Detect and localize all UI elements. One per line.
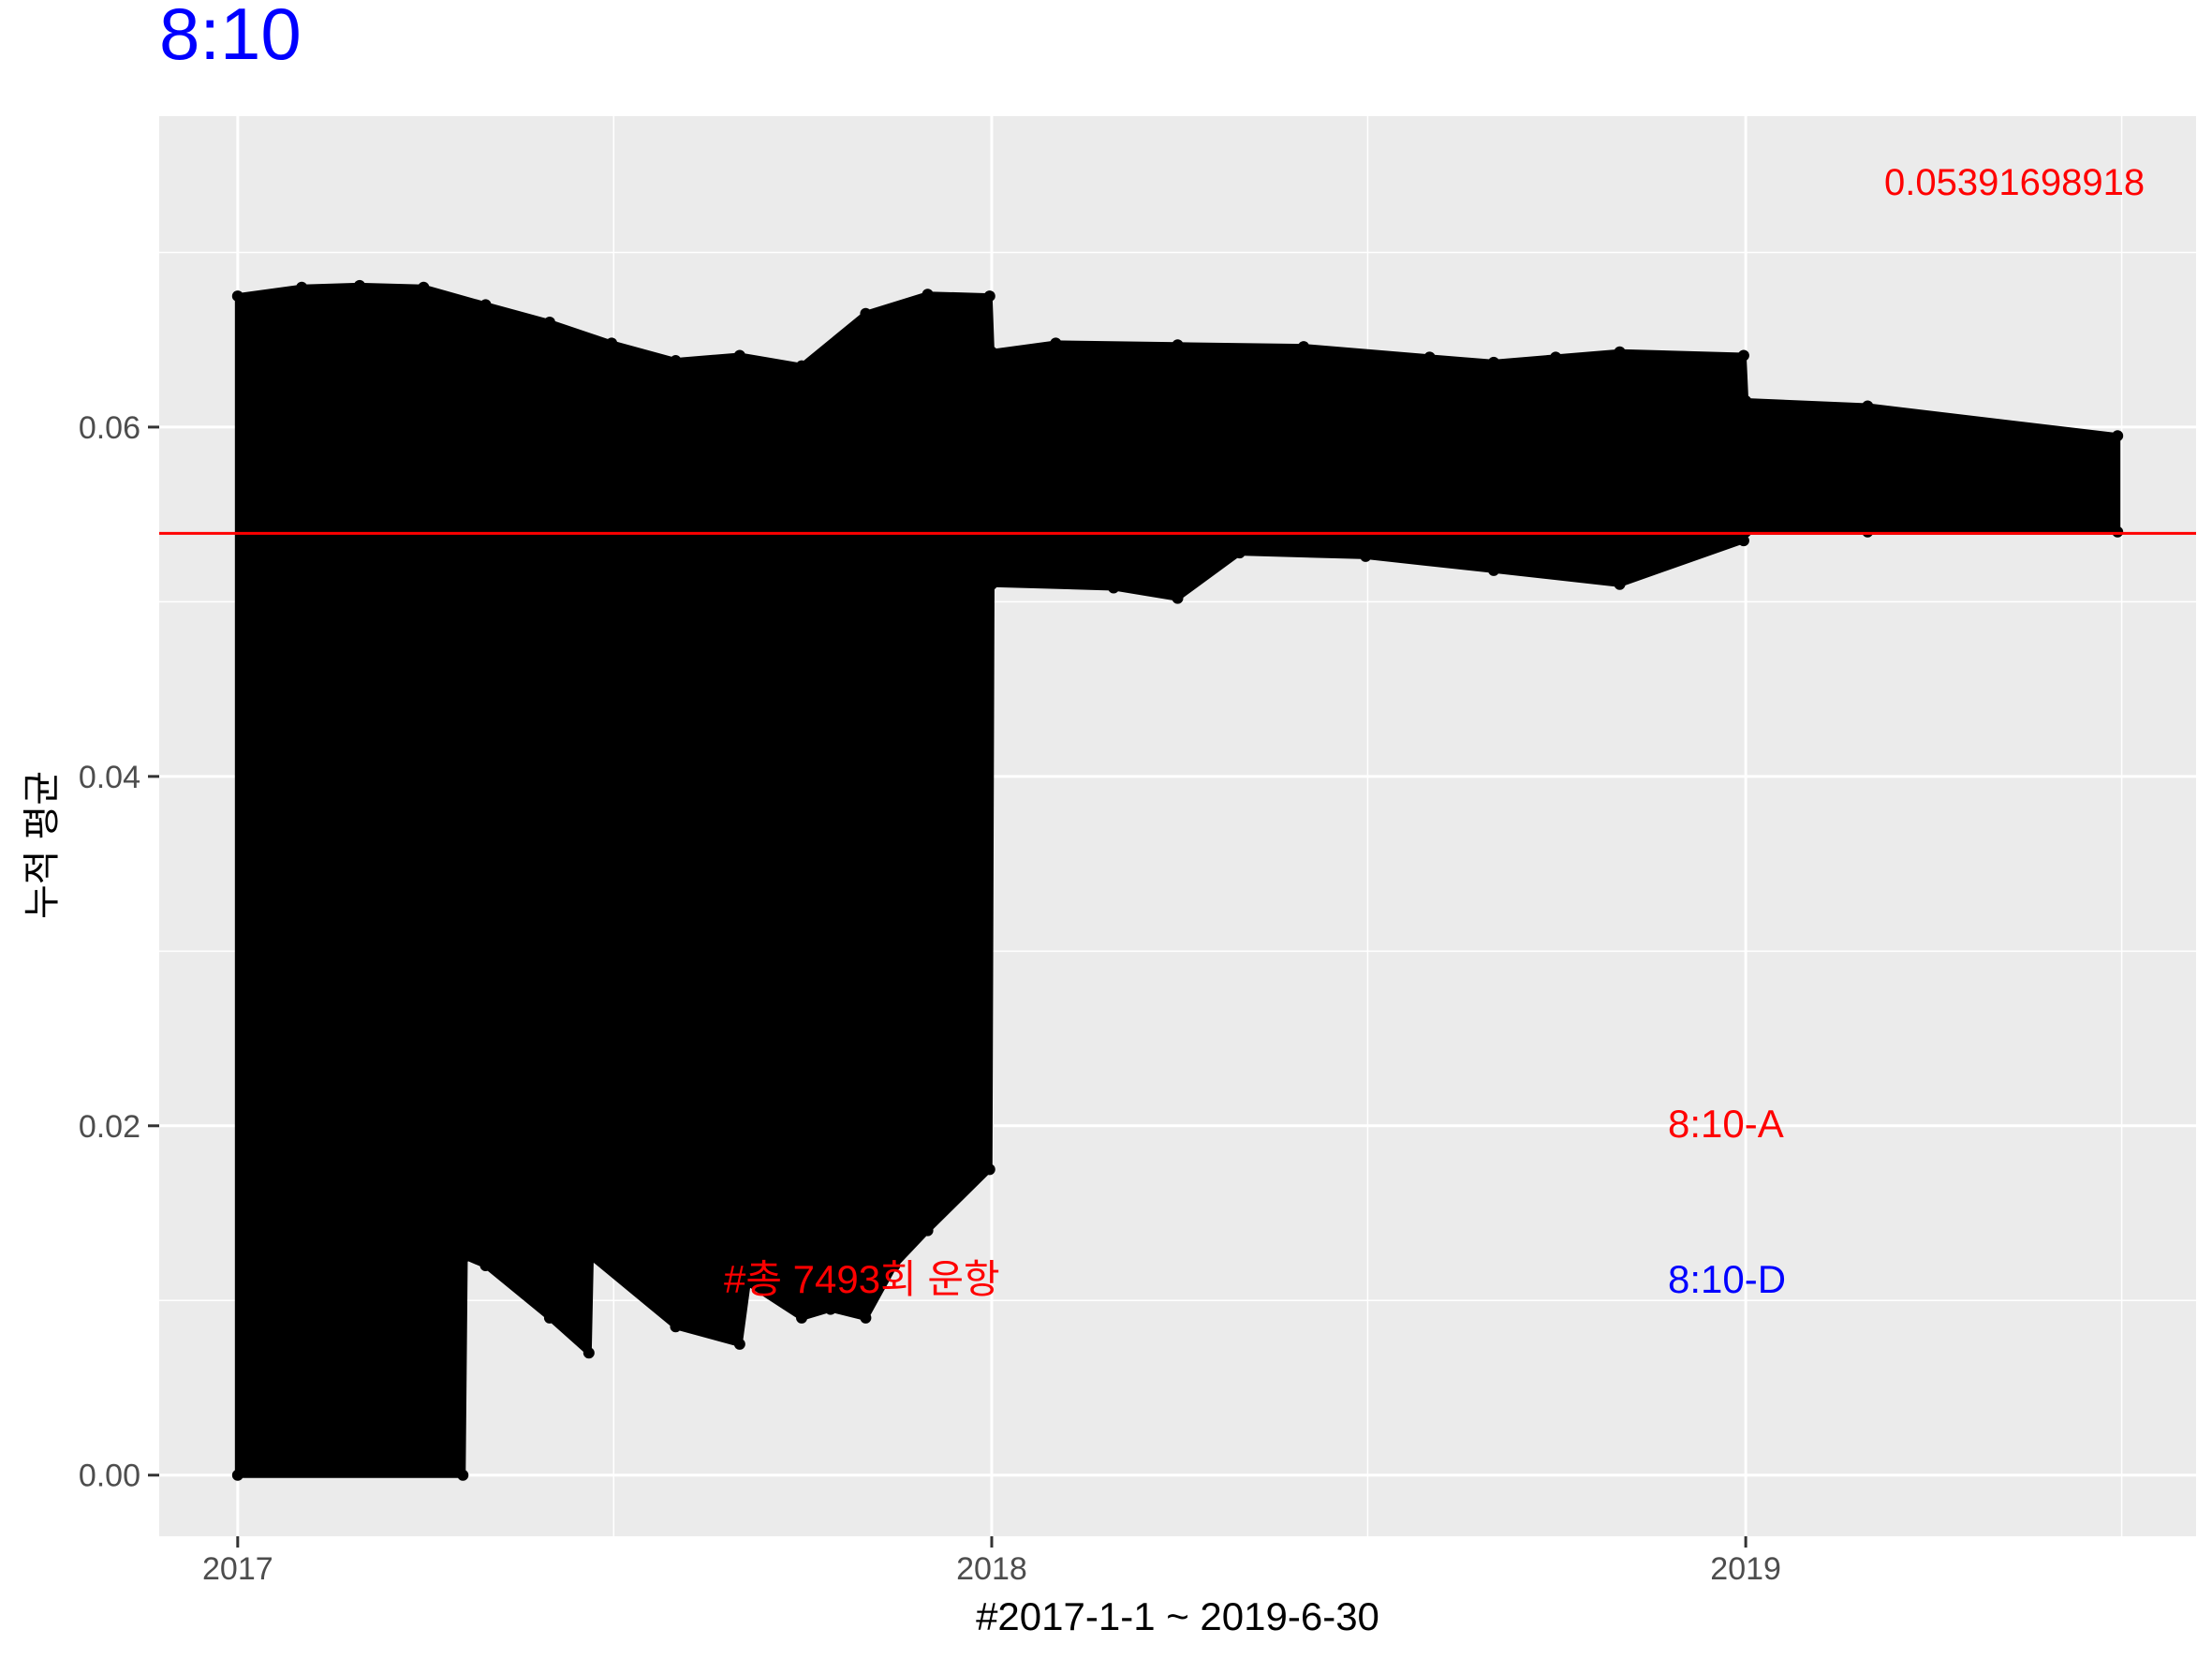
series-point: [585, 1251, 597, 1263]
series-point: [479, 299, 492, 311]
series-point: [1298, 341, 1310, 353]
series-point: [1488, 356, 1499, 368]
series-point: [860, 1311, 872, 1324]
reference-line-label: 0.05391698918: [1884, 162, 2145, 203]
series-point: [985, 346, 997, 358]
series-point: [922, 1224, 934, 1237]
y-tick-label: 0.06: [79, 410, 140, 446]
x-axis: 2017 2018 2019: [202, 1536, 1781, 1587]
series-point: [457, 1469, 469, 1481]
annotation-total-flights: #총 7493회 운항: [724, 1257, 1000, 1301]
series-point: [606, 337, 618, 349]
series-point: [1862, 526, 1874, 538]
series-point: [733, 349, 745, 362]
series-point: [983, 290, 995, 303]
series-point: [1740, 394, 1752, 407]
annotation-8-10-a: 8:10-A: [1668, 1102, 1784, 1146]
series-point: [1360, 550, 1372, 562]
series-point: [582, 1347, 595, 1359]
series-group: [231, 279, 2124, 1481]
series-point: [889, 1259, 901, 1271]
series-point: [922, 289, 934, 301]
series-point: [1737, 349, 1749, 362]
y-axis-label: 누적 평균: [22, 771, 63, 919]
series-point: [459, 1251, 471, 1263]
series-point: [983, 1163, 995, 1176]
series-point: [1172, 592, 1184, 604]
series-point: [1614, 346, 1626, 358]
series-point: [2112, 526, 2124, 538]
series-point: [1614, 578, 1626, 590]
series-point: [742, 1277, 754, 1289]
series-point: [353, 279, 365, 291]
x-tick-label: 2019: [1710, 1551, 1781, 1587]
series-point: [1740, 526, 1752, 538]
series-point: [824, 1303, 836, 1315]
series-point: [670, 1321, 682, 1333]
x-tick-label: 2018: [956, 1551, 1027, 1587]
series-point: [1862, 400, 1874, 412]
series-point: [733, 1338, 745, 1350]
series-point: [231, 290, 243, 303]
series-point: [418, 281, 430, 293]
series-point: [543, 317, 555, 329]
series-point: [1050, 337, 1062, 349]
y-axis: 0.00 0.02 0.04 0.06: [79, 410, 159, 1494]
series-point: [796, 360, 808, 372]
series-point: [1737, 535, 1749, 547]
series-point: [1172, 339, 1184, 351]
series-point: [1423, 351, 1436, 363]
series-point: [1108, 582, 1120, 594]
series-point: [296, 281, 308, 293]
series-point: [985, 578, 997, 590]
y-tick-label: 0.00: [79, 1459, 140, 1494]
x-tick-label: 2017: [202, 1551, 273, 1587]
chart-title: 8:10: [159, 0, 302, 75]
series-point: [796, 1311, 808, 1324]
series-point: [231, 1469, 243, 1481]
y-tick-label: 0.02: [79, 1109, 140, 1145]
x-axis-label: #2017-1-1 ~ 2019-6-30: [976, 1594, 1379, 1638]
series-point: [543, 1311, 555, 1324]
y-tick-label: 0.04: [79, 760, 140, 795]
series-point: [860, 307, 872, 319]
series-point: [2112, 430, 2124, 442]
series-point: [1488, 564, 1499, 576]
series-point: [479, 1259, 492, 1271]
annotation-8-10-d: 8:10-D: [1668, 1257, 1786, 1301]
series-point: [1233, 547, 1246, 559]
series-point: [1550, 351, 1562, 363]
series-point: [670, 355, 682, 367]
